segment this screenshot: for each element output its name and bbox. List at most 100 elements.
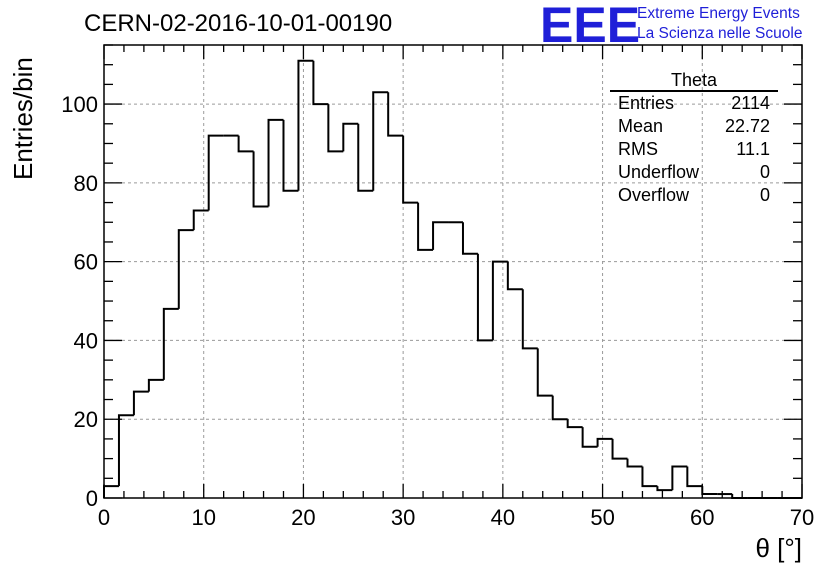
histogram-bin-outline xyxy=(312,60,329,106)
histogram-bin xyxy=(357,123,374,192)
plot-frame xyxy=(103,44,803,499)
histogram-bin-outline xyxy=(402,135,419,204)
histogram-bin-outline xyxy=(506,261,523,291)
histogram-bin xyxy=(387,92,404,137)
histogram-bin xyxy=(132,390,149,416)
stats-label: RMS xyxy=(618,139,658,159)
histogram-bin xyxy=(656,486,673,492)
histogram-bin-outline xyxy=(357,123,374,192)
histogram-bin-outline xyxy=(237,135,254,153)
histogram-bin-outline xyxy=(117,414,134,487)
histogram-bin xyxy=(282,119,299,192)
stats-box: Theta Entries 2114 Mean 22.72 RMS 11.1 U… xyxy=(610,70,778,207)
histogram-bin xyxy=(402,135,419,204)
stats-title: Theta xyxy=(610,70,778,92)
histogram-bin-outline xyxy=(491,260,508,341)
chart-title: CERN-02-2016-10-01-00190 xyxy=(84,10,393,37)
histogram-bin-outline xyxy=(566,419,583,429)
stats-value: 22.72 xyxy=(724,116,770,136)
histogram-bin-outline xyxy=(297,59,314,191)
stats-row-entries: Entries 2114 xyxy=(610,92,778,115)
histogram-bin-outline xyxy=(551,395,568,421)
y-tick-label: 0 xyxy=(86,486,98,511)
histogram-bin xyxy=(237,135,254,153)
histogram-bin-outline xyxy=(536,348,553,397)
x-tick-label: 20 xyxy=(291,505,315,530)
histogram-bin xyxy=(207,134,224,211)
y-axis-label: Entries/bin xyxy=(8,57,38,180)
stats-row-mean: Mean 22.72 xyxy=(610,115,778,138)
stats-row-overflow: Overflow 0 xyxy=(610,184,778,207)
stats-label: Entries xyxy=(618,93,675,113)
histogram-bin-outline xyxy=(282,119,299,192)
x-tick-label: 30 xyxy=(391,505,415,530)
x-axis-label: θ [°] xyxy=(755,533,802,563)
stats-value: 2114 xyxy=(731,93,770,113)
histogram-bin xyxy=(461,222,478,255)
stats-label: Mean xyxy=(618,116,664,136)
histogram-bin xyxy=(476,253,493,342)
histogram-bin-outline xyxy=(432,221,449,250)
histogram-bin-outline xyxy=(103,485,119,498)
histogram-bin xyxy=(701,486,718,496)
stats-label: Overflow xyxy=(618,185,690,205)
stats-value: 0 xyxy=(759,185,770,205)
histogram-bin xyxy=(192,209,209,231)
y-tick-label: 40 xyxy=(74,328,98,353)
histogram-bin xyxy=(252,151,269,208)
x-tick-label: 0 xyxy=(98,505,110,530)
histogram-bin-outline xyxy=(626,458,643,468)
histogram-bin-outline xyxy=(252,151,269,208)
x-tick-label: 40 xyxy=(491,505,515,530)
histogram-bin xyxy=(117,414,134,487)
histogram-bin-outline xyxy=(177,229,194,309)
stats-row-rms: RMS 11.1 xyxy=(610,138,778,161)
logo-line-2: La Scienza nelle Scuole xyxy=(637,25,803,42)
histogram-bin xyxy=(671,465,688,491)
histogram-bin-outline xyxy=(387,92,404,137)
histogram-bin-outline xyxy=(132,390,149,416)
histogram-bin xyxy=(626,458,643,468)
eee-logo: EEE xyxy=(540,0,641,53)
histogram-bin xyxy=(566,419,583,429)
histogram-bin xyxy=(536,348,553,397)
y-tick-label: 100 xyxy=(61,92,98,117)
histogram-bin-outline xyxy=(327,104,344,153)
histogram-bin-outline xyxy=(701,486,718,496)
histogram-bin-outline xyxy=(267,118,284,207)
histogram-bin-outline xyxy=(581,427,598,448)
histogram-bin xyxy=(417,202,434,251)
histogram-bin-outline xyxy=(596,437,613,447)
histogram-bin xyxy=(177,229,194,309)
histogram-bin xyxy=(641,466,658,488)
histogram-bin xyxy=(297,59,314,191)
histogram-bin-outline xyxy=(476,253,493,342)
histogram-bin-outline xyxy=(192,209,209,231)
logo-line-1: Extreme Energy Events xyxy=(637,5,800,22)
x-tick-label: 50 xyxy=(590,505,614,530)
histogram-bin xyxy=(432,221,449,250)
histogram-bin xyxy=(372,91,389,191)
histogram-bin xyxy=(506,261,523,291)
y-tick-label: 60 xyxy=(74,250,98,275)
histogram-bin-outline xyxy=(686,466,703,488)
stats-row-underflow: Underflow 0 xyxy=(610,161,778,184)
histogram-bin-outline xyxy=(671,465,688,491)
histogram-bin-outline xyxy=(372,91,389,191)
histogram-bin xyxy=(551,395,568,421)
histogram-bin xyxy=(521,289,538,350)
histogram-bin xyxy=(581,427,598,448)
histogram-bin-outline xyxy=(641,466,658,488)
histogram-bin-outline xyxy=(162,307,179,380)
histogram-bin xyxy=(162,307,179,380)
histogram-bin-outline xyxy=(207,134,224,211)
histogram-bin xyxy=(596,437,613,447)
histogram-bin-outline xyxy=(611,438,628,460)
x-tick-label: 60 xyxy=(690,505,714,530)
histogram-bin-outline xyxy=(417,202,434,251)
stats-label: Underflow xyxy=(618,162,700,182)
histogram-bin xyxy=(686,466,703,488)
histogram-bin xyxy=(611,438,628,460)
histogram-bin-outline xyxy=(461,222,478,255)
